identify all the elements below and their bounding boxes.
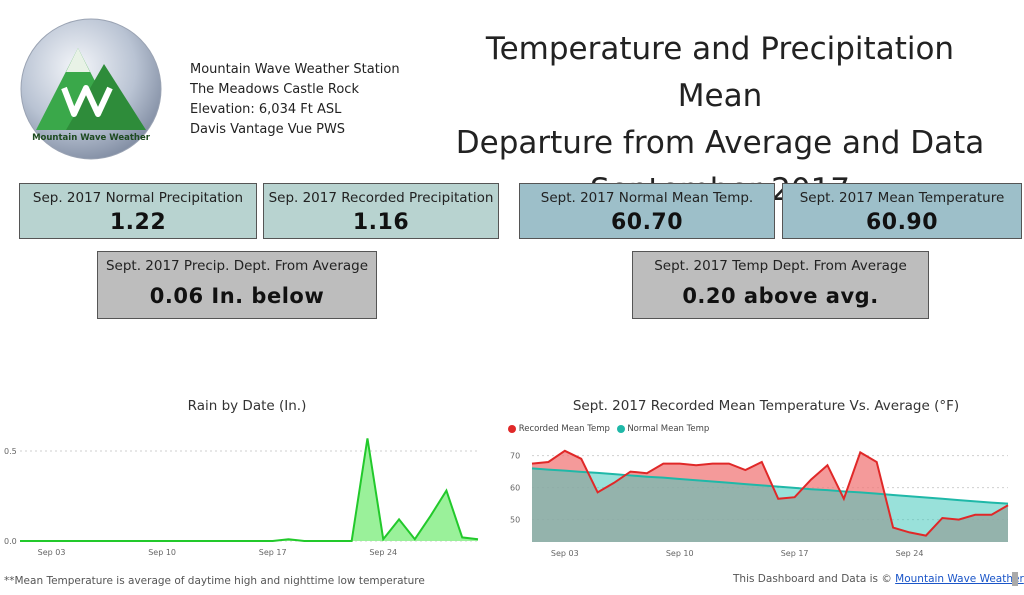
copyright-prefix: This Dashboard and Data is © [733,573,896,585]
title-line-2: Departure from Average and Data [455,125,985,161]
mean-temp-card: Sept. 2017 Mean Temperature 60.90 [782,183,1022,239]
recorded-line [531,449,1009,537]
rain-y-tick-label: 0.0 [4,537,17,546]
footnote: **Mean Temperature is average of daytime… [4,575,425,587]
station-equipment: Davis Vantage Vue PWS [190,122,346,137]
temp-chart-legend: Recorded Mean Temp Normal Mean Temp [508,424,709,434]
normal-line [531,467,1009,505]
recorded-precip-label: Sep. 2017 Recorded Precipitation [268,190,494,206]
normal-temp-card: Sept. 2017 Normal Mean Temp. 60.70 [519,183,775,239]
temp-y-tick-label: 50 [510,516,520,525]
temp-x-tick-label: Sep 10 [666,549,694,558]
rain-chart: 0.0 0.5 Sep 03 Sep 10 Sep 17 Sep 24 [4,438,479,557]
temp-departure-card: Sept. 2017 Temp Dept. From Average 0.20 … [632,251,929,319]
legend-normal-marker [616,424,625,433]
rain-x-tick-label: Sep 03 [38,548,66,557]
precip-departure-card: Sept. 2017 Precip. Dept. From Average 0.… [97,251,377,319]
normal-temp-value: 60.70 [610,210,684,235]
rain-x-tick-label: Sep 24 [369,548,397,557]
temp-chart: 50 60 70 Sep 03 Sep 10 Sep 17 Sep 24 [510,449,1009,558]
recorded-precip-card: Sep. 2017 Recorded Precipitation 1.16 [263,183,499,239]
normal-precip-label: Sep. 2017 Normal Precipitation [32,190,244,206]
temp-departure-label: Sept. 2017 Temp Dept. From Average [654,258,907,274]
scrollbar-handle[interactable] [1012,572,1018,586]
temp-y-tick-label: 60 [510,484,520,493]
precip-departure-label: Sept. 2017 Precip. Dept. From Average [105,258,369,274]
copyright: This Dashboard and Data is © Mountain Wa… [733,573,1024,585]
temp-chart-title: Sept. 2017 Recorded Mean Temperature Vs.… [572,398,960,414]
logo-text: Mountain Wave Weather [32,133,151,143]
legend-recorded-label: Recorded Mean Temp [518,424,610,434]
station-info: Mountain Wave Weather Station The Meadow… [190,60,400,140]
temp-x-tick-label: Sep 03 [551,549,579,558]
temp-y-tick-label: 70 [510,452,520,461]
rain-area [20,438,478,541]
temp-x-tick-label: Sep 17 [781,549,809,558]
recorded-precip-value: 1.16 [352,210,410,235]
rain-x-tick-label: Sep 10 [148,548,176,557]
legend-normal-label: Normal Mean Temp [627,424,710,434]
station-location: The Meadows Castle Rock [190,82,359,97]
legend-recorded-marker [508,424,516,433]
normal-temp-label: Sept. 2017 Normal Mean Temp. [540,190,754,206]
station-name: Mountain Wave Weather Station [190,62,400,77]
mountain-wave-logo: Mountain Wave Weather [20,18,162,160]
title-line-1: Temperature and Precipitation Mean [485,31,955,114]
rain-line [20,438,479,542]
mountain-wave-weather-link[interactable]: Mountain Wave Weather [895,573,1024,585]
temp-x-tick-label: Sep 24 [896,549,924,558]
rain-chart-title: Rain by Date (In.) [187,398,307,414]
rain-x-tick-label: Sep 17 [259,548,287,557]
normal-precip-value: 1.22 [109,210,167,235]
mean-temp-label: Sept. 2017 Mean Temperature [799,190,1005,206]
normal-precip-card: Sep. 2017 Normal Precipitation 1.22 [19,183,257,239]
rain-y-tick-label: 0.5 [4,447,17,456]
station-elevation: Elevation: 6,034 Ft ASL [190,102,342,117]
precip-departure-value: 0.06 In. below [149,284,325,308]
mean-temp-value: 60.90 [865,210,939,235]
temp-departure-value: 0.20 above avg. [682,284,879,308]
normal-area [532,468,1008,542]
